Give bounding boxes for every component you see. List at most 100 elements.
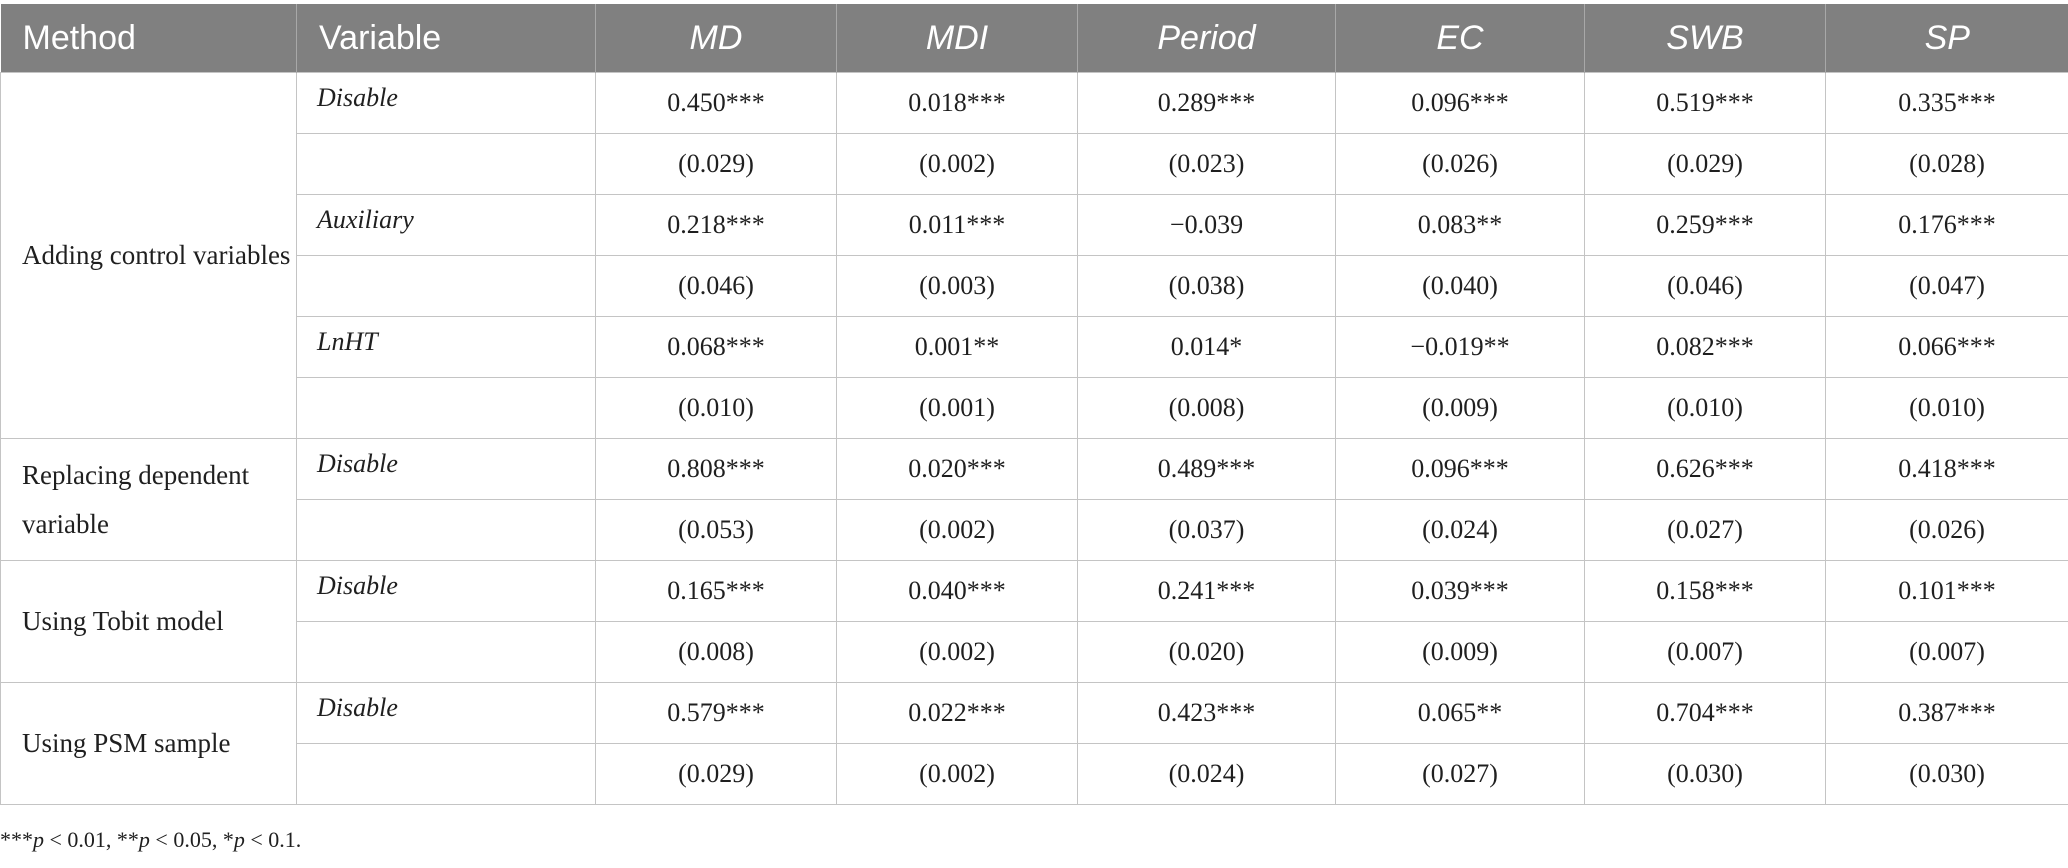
std-error-cell: (0.023) bbox=[1077, 133, 1336, 195]
footnote-stars: ** bbox=[116, 827, 139, 852]
method-cell: Replacing dependent variable bbox=[0, 438, 297, 561]
coefficient-cell: 0.241*** bbox=[1077, 560, 1336, 622]
coefficient-cell: 0.001** bbox=[836, 316, 1078, 378]
coefficient-cell: −0.039 bbox=[1077, 194, 1336, 256]
std-error-cell: (0.007) bbox=[1584, 621, 1826, 683]
std-error-cell: (0.027) bbox=[1584, 499, 1826, 561]
std-error-cell: (0.001) bbox=[836, 377, 1078, 439]
coefficient-cell: 0.083** bbox=[1335, 194, 1585, 256]
std-error-cell: (0.002) bbox=[836, 621, 1078, 683]
header-row: Method Variable MD MDI Period EC SWB SP bbox=[0, 4, 2068, 73]
coefficient-cell: 0.808*** bbox=[595, 438, 837, 500]
variable-cell-empty bbox=[296, 255, 596, 317]
coefficient-cell: 0.082*** bbox=[1584, 316, 1826, 378]
coefficient-cell: 0.626*** bbox=[1584, 438, 1826, 500]
coefficient-cell: 0.519*** bbox=[1584, 72, 1826, 134]
variable-cell: Disable bbox=[296, 438, 596, 500]
variable-cell: Disable bbox=[296, 72, 596, 134]
coefficient-cell: 0.423*** bbox=[1077, 682, 1336, 744]
table-body: Adding control variables Disable 0.450*** 0… bbox=[0, 72, 2068, 805]
method-cell: Adding control variables bbox=[0, 72, 297, 439]
table-row-se: (0.029) (0.002) (0.024) (0.027) (0.030) (0.03… bbox=[1, 743, 2068, 805]
footnote-threshold: < 0.05, bbox=[149, 827, 223, 852]
std-error-cell: (0.020) bbox=[1077, 621, 1336, 683]
std-error-cell: (0.002) bbox=[836, 499, 1078, 561]
coefficient-cell: −0.019** bbox=[1335, 316, 1585, 378]
table-row-coef: Auxiliary 0.218*** 0.011*** −0.039 0.083** 0.… bbox=[1, 194, 2068, 256]
std-error-cell: (0.028) bbox=[1825, 133, 2068, 195]
coefficient-cell: 0.579*** bbox=[595, 682, 837, 744]
footnote-p: p bbox=[33, 827, 44, 852]
coefficient-cell: 0.096*** bbox=[1335, 438, 1585, 500]
variable-cell: LnHT bbox=[296, 316, 596, 378]
footnote-threshold: < 0.1. bbox=[244, 827, 302, 852]
coefficient-cell: 0.039*** bbox=[1335, 560, 1585, 622]
table-row-coef: LnHT 0.068*** 0.001** 0.014* −0.019** 0.082**… bbox=[1, 316, 2068, 378]
coefficient-cell: 0.489*** bbox=[1077, 438, 1336, 500]
std-error-cell: (0.009) bbox=[1335, 621, 1585, 683]
table-row-se: (0.029) (0.002) (0.023) (0.026) (0.029) (0.02… bbox=[1, 133, 2068, 195]
coefficient-cell: 0.450*** bbox=[595, 72, 837, 134]
variable-cell-empty bbox=[296, 133, 596, 195]
coefficient-cell: 0.101*** bbox=[1825, 560, 2068, 622]
footnote-threshold: < 0.01, bbox=[44, 827, 117, 852]
std-error-cell: (0.030) bbox=[1825, 743, 2068, 805]
table-row-coef: Using Tobit model Disable 0.165*** 0.040***… bbox=[0, 560, 2068, 683]
std-error-cell: (0.010) bbox=[1825, 377, 2068, 439]
std-error-cell: (0.003) bbox=[836, 255, 1078, 317]
coefficient-cell: 0.176*** bbox=[1825, 194, 2068, 256]
footnote-p: p bbox=[233, 827, 245, 852]
std-error-cell: (0.024) bbox=[1335, 499, 1585, 561]
std-error-cell: (0.038) bbox=[1077, 255, 1336, 317]
col-header-md: MD bbox=[595, 4, 837, 73]
variable-cell: Disable bbox=[296, 682, 596, 744]
variable-cell-empty bbox=[296, 621, 596, 683]
variable-cell-empty bbox=[296, 377, 596, 439]
significance-footnote: ***p < 0.01, **p < 0.05, *p < 0.1. bbox=[0, 827, 301, 853]
coefficient-cell: 0.335*** bbox=[1825, 72, 2068, 134]
coefficient-cell: 0.020*** bbox=[836, 438, 1078, 500]
coefficient-cell: 0.218*** bbox=[595, 194, 837, 256]
std-error-cell: (0.040) bbox=[1335, 255, 1585, 317]
variable-cell-empty bbox=[296, 499, 596, 561]
col-header-variable: Variable bbox=[296, 4, 596, 73]
table-row-se: (0.053) (0.002) (0.037) (0.024) (0.027) (0.02… bbox=[1, 499, 2068, 561]
coefficient-cell: 0.068*** bbox=[595, 316, 837, 378]
std-error-cell: (0.008) bbox=[1077, 377, 1336, 439]
std-error-cell: (0.047) bbox=[1825, 255, 2068, 317]
coefficient-cell: 0.096*** bbox=[1335, 72, 1585, 134]
coefficient-cell: 0.158*** bbox=[1584, 560, 1826, 622]
std-error-cell: (0.027) bbox=[1335, 743, 1585, 805]
std-error-cell: (0.026) bbox=[1825, 499, 2068, 561]
results-table: Method Variable MD MDI Period EC SWB SP … bbox=[0, 4, 2068, 805]
col-header-method: Method bbox=[0, 4, 297, 73]
table-row-se: (0.008) (0.002) (0.020) (0.009) (0.007) (0.00… bbox=[1, 621, 2068, 683]
method-cell: Using Tobit model bbox=[0, 560, 297, 683]
variable-cell: Auxiliary bbox=[296, 194, 596, 256]
variable-cell: Disable bbox=[296, 560, 596, 622]
method-cell: Using PSM sample bbox=[0, 682, 297, 805]
coefficient-cell: 0.704*** bbox=[1584, 682, 1826, 744]
col-header-ec: EC bbox=[1335, 4, 1585, 73]
coefficient-cell: 0.065** bbox=[1335, 682, 1585, 744]
coefficient-cell: 0.418*** bbox=[1825, 438, 2068, 500]
col-header-mdi: MDI bbox=[836, 4, 1078, 73]
table-row-coef: Using PSM sample Disable 0.579*** 0.022*** 0… bbox=[0, 682, 2068, 805]
table-row-coef: Replacing dependent variable Disable 0.808… bbox=[0, 438, 2068, 561]
std-error-cell: (0.029) bbox=[1584, 133, 1826, 195]
coefficient-cell: 0.066*** bbox=[1825, 316, 2068, 378]
table-row-se: (0.046) (0.003) (0.038) (0.040) (0.046) (0.04… bbox=[1, 255, 2068, 317]
coefficient-cell: 0.387*** bbox=[1825, 682, 2068, 744]
std-error-cell: (0.053) bbox=[595, 499, 837, 561]
table-row-se: (0.010) (0.001) (0.008) (0.009) (0.010) (0.01… bbox=[1, 377, 2068, 439]
table-row-coef: Adding control variables Disable 0.450*** 0… bbox=[0, 72, 2068, 439]
std-error-cell: (0.024) bbox=[1077, 743, 1336, 805]
coefficient-cell: 0.018*** bbox=[836, 72, 1078, 134]
coefficient-cell: 0.014* bbox=[1077, 316, 1336, 378]
coefficient-cell: 0.259*** bbox=[1584, 194, 1826, 256]
std-error-cell: (0.008) bbox=[595, 621, 837, 683]
coefficient-cell: 0.022*** bbox=[836, 682, 1078, 744]
std-error-cell: (0.007) bbox=[1825, 621, 2068, 683]
footnote-p: p bbox=[138, 827, 150, 852]
footnote-stars: *** bbox=[0, 827, 33, 852]
